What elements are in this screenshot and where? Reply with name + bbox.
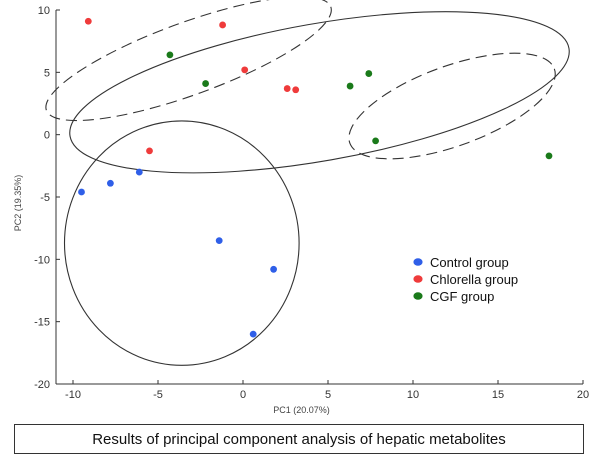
cgf-group-point xyxy=(545,152,553,160)
x-tick-label: -5 xyxy=(153,389,163,401)
legend-label-control-group: Control group xyxy=(430,255,509,270)
x-axis-title: PC1 (20.07%) xyxy=(273,405,330,415)
control-group-point xyxy=(270,265,277,273)
control-group-point xyxy=(135,168,143,176)
y-tick-label: -5 xyxy=(40,192,50,204)
y-tick-label: 5 xyxy=(44,67,50,79)
cluster-ellipse-1 xyxy=(69,11,570,174)
y-axis-title: PC2 (19.35%) xyxy=(13,175,23,232)
cluster-ellipse-2 xyxy=(45,0,332,122)
legend: Control group Chlorella group CGF group xyxy=(413,255,518,304)
cgf-group-point xyxy=(365,70,373,77)
x-tick-label: -10 xyxy=(65,389,81,401)
cgf-group-point xyxy=(166,51,174,59)
cluster-ellipses xyxy=(45,0,570,366)
chlorella-group-point xyxy=(241,66,249,74)
control-group-point xyxy=(215,237,223,245)
control-group-point xyxy=(107,179,114,187)
chlorella-group-point xyxy=(219,21,227,29)
legend-marker-cgf-group xyxy=(413,292,423,300)
y-tick-label: -20 xyxy=(34,379,50,391)
chlorella-group-point xyxy=(146,147,153,155)
chlorella-group-point xyxy=(292,86,300,94)
cluster-ellipse-4 xyxy=(63,120,300,366)
x-tick-label: 15 xyxy=(492,389,504,401)
cgf-group-point xyxy=(202,80,210,87)
control-group-point xyxy=(249,330,257,338)
legend-marker-control-group xyxy=(413,258,423,266)
chlorella-group-point xyxy=(283,85,291,92)
x-tick-label: 5 xyxy=(325,389,331,401)
x-tick-label: 0 xyxy=(240,389,246,401)
y-tick-label: -15 xyxy=(34,317,50,329)
x-tick-label: 10 xyxy=(407,389,419,401)
axes: -10 -5 0 5 10 15 20 10 5 0 -5 -10 -15 -20 PC1 (20.07%)… xyxy=(13,5,589,415)
cgf-group-point xyxy=(372,137,379,145)
figure-caption: Results of principal component analysis … xyxy=(14,424,584,454)
cluster-ellipse-3 xyxy=(348,52,556,160)
data-points xyxy=(78,17,553,338)
y-tick-label: 0 xyxy=(44,130,50,142)
x-tick-label: 20 xyxy=(577,389,589,401)
y-tick-label: 10 xyxy=(38,5,50,17)
y-tick-label: -10 xyxy=(34,254,50,266)
legend-label-cgf-group: CGF group xyxy=(430,289,494,304)
legend-label-chlorella-group: Chlorella group xyxy=(430,272,518,287)
legend-marker-chlorella-group xyxy=(413,275,423,283)
cgf-group-point xyxy=(346,82,354,90)
control-group-point xyxy=(78,188,85,196)
pca-scatter-chart: -10 -5 0 5 10 15 20 10 5 0 -5 -10 -15 -20 PC1 (20.07%)… xyxy=(13,0,589,415)
chlorella-group-point xyxy=(84,17,92,25)
